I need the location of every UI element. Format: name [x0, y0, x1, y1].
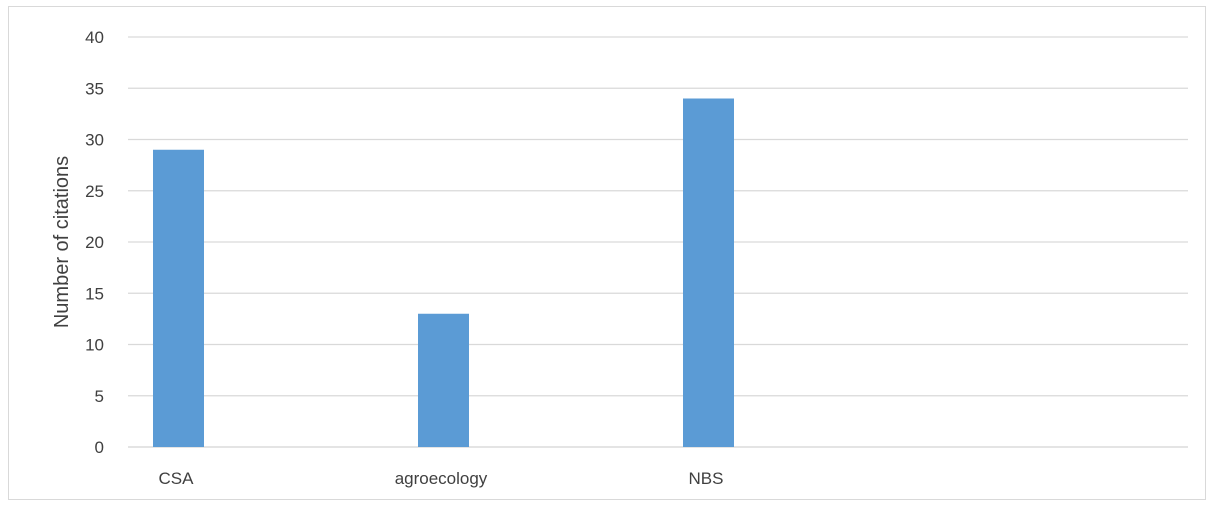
y-axis-title: Number of citations	[51, 156, 73, 328]
y-tick-label: 0	[95, 438, 104, 457]
y-tick-label: 20	[85, 233, 104, 252]
y-tick-label: 15	[85, 284, 104, 303]
y-tick-label: 5	[95, 387, 104, 406]
y-tick-label: 40	[85, 28, 104, 47]
y-tick-label: 35	[85, 79, 104, 98]
x-tick-labels: CSA agroecology NBS	[159, 469, 724, 488]
x-tick-label: CSA	[159, 469, 195, 488]
x-tick-label: agroecology	[395, 469, 488, 488]
bar-CSA	[153, 149, 204, 447]
x-tick-label: NBS	[689, 469, 724, 488]
y-tick-label: 10	[85, 336, 104, 355]
y-tick-label: 30	[85, 131, 104, 150]
bars	[153, 98, 734, 447]
y-tick-labels: 0 5 10 15 20 25 30 35 40	[85, 28, 104, 457]
gridlines	[128, 36, 1188, 448]
bar-NBS	[683, 98, 734, 447]
y-tick-label: 25	[85, 182, 104, 201]
bar-agroecology	[418, 313, 469, 447]
